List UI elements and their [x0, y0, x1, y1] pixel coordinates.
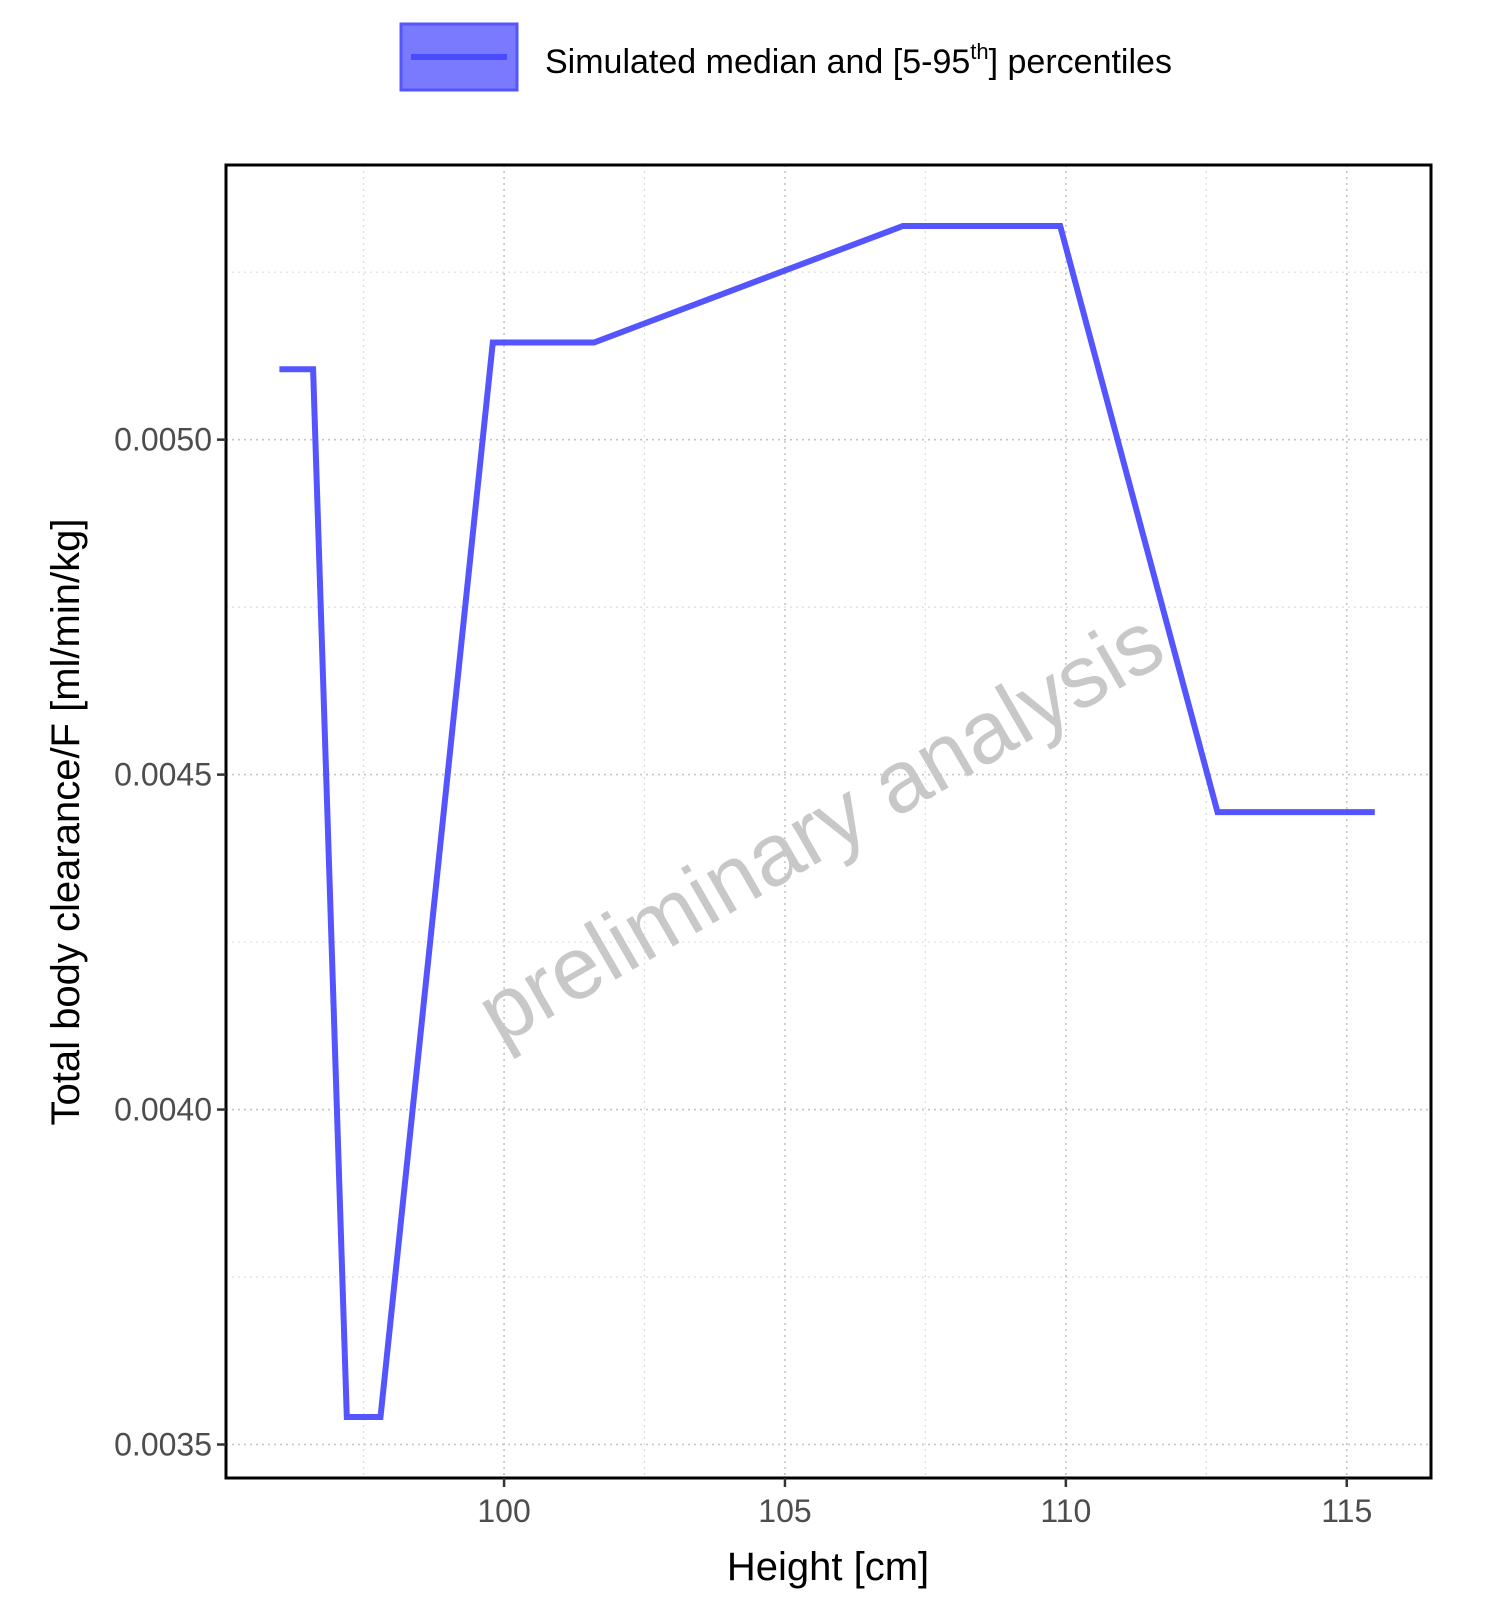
y-tick-label: 0.0040 — [114, 1092, 212, 1128]
y-tick-label: 0.0035 — [114, 1427, 212, 1463]
legend-label-sup: th — [970, 39, 988, 64]
legend-label-main: Simulated median and [5-95 — [545, 43, 970, 81]
series-layer — [279, 223, 1375, 1420]
series-line-median — [279, 223, 1375, 1420]
plot-border — [224, 163, 1433, 1480]
watermark: preliminary analysis — [460, 591, 1179, 1063]
x-axis-title: Height [cm] — [727, 1545, 929, 1589]
x-tick-label: 110 — [1040, 1493, 1091, 1529]
legend-label: Simulated median and [5-95th] percentile… — [545, 39, 1172, 81]
x-tick-label: 105 — [758, 1493, 811, 1529]
legend: Simulated median and [5-95th] percentile… — [399, 22, 1172, 92]
legend-label-end: ] percentiles — [989, 43, 1172, 81]
x-axis: 100 105 110 115 — [477, 1478, 1372, 1529]
y-axis: 0.0035 0.0040 0.0045 0.0050 — [114, 422, 226, 1463]
x-tick-label: 115 — [1321, 1493, 1372, 1529]
y-axis-title: Total body clearance/F [ml/min/kg] — [44, 519, 88, 1126]
y-tick-label: 0.0050 — [114, 422, 212, 458]
y-tick-label: 0.0045 — [114, 757, 212, 793]
x-tick-label: 100 — [477, 1493, 530, 1529]
